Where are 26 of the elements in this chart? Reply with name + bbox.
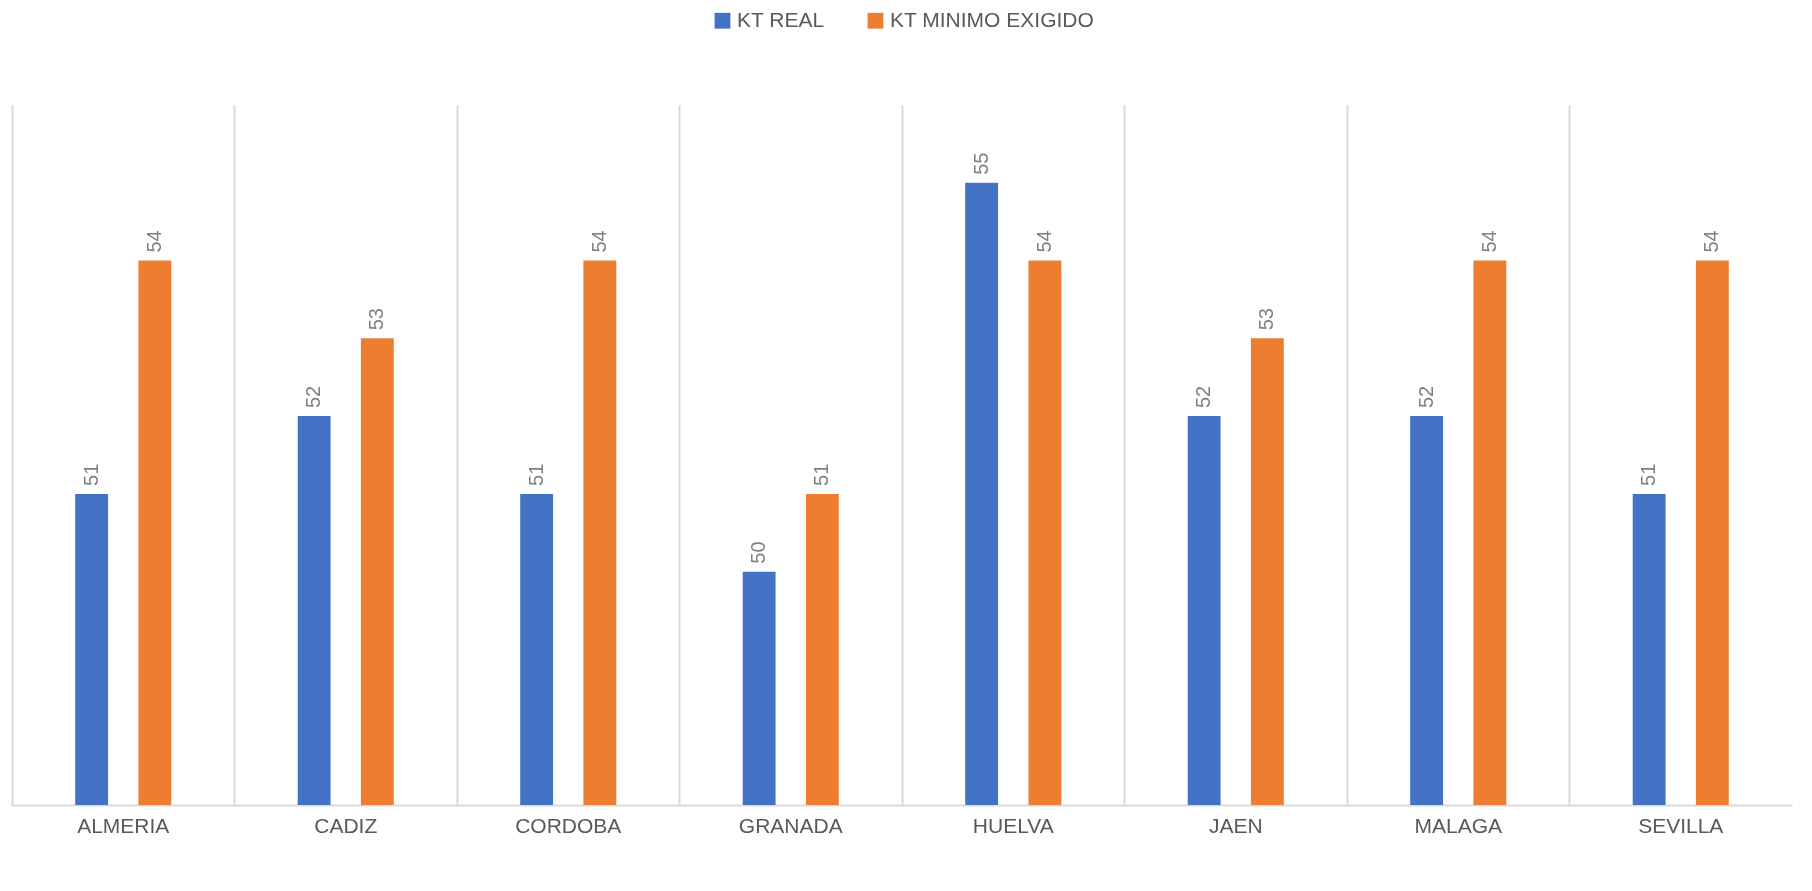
x-tick-label: CADIZ xyxy=(314,813,378,837)
data-label: 51 xyxy=(1637,463,1660,486)
data-label: 54 xyxy=(1032,230,1055,253)
x-tick-label: GRANADA xyxy=(738,813,843,837)
data-label: 55 xyxy=(969,152,992,175)
legend-label: KT REAL xyxy=(737,7,825,31)
data-label: 51 xyxy=(810,463,833,486)
legend-label: KT MINIMO EXIGIDO xyxy=(890,7,1094,31)
data-label: 52 xyxy=(302,385,325,409)
x-tick-label: SEVILLA xyxy=(1638,813,1724,837)
x-tick-label: CORDOBA xyxy=(515,813,622,837)
x-tick-label: ALMERIA xyxy=(77,813,170,837)
data-label: 54 xyxy=(1477,230,1500,253)
x-tick-label: HUELVA xyxy=(972,813,1054,837)
x-tick-label: MALAGA xyxy=(1414,813,1503,837)
data-label: 52 xyxy=(1192,385,1215,409)
data-label: 52 xyxy=(1414,385,1437,409)
data-label: 50 xyxy=(747,541,770,564)
x-tick-label: JAEN xyxy=(1208,813,1263,837)
data-label: 53 xyxy=(1255,308,1278,331)
data-label: 54 xyxy=(587,230,610,253)
data-label: 51 xyxy=(524,463,547,486)
data-label: 54 xyxy=(1700,230,1723,253)
data-label: 54 xyxy=(142,230,165,253)
data-label: 51 xyxy=(79,463,102,486)
data-label: 53 xyxy=(365,308,388,331)
